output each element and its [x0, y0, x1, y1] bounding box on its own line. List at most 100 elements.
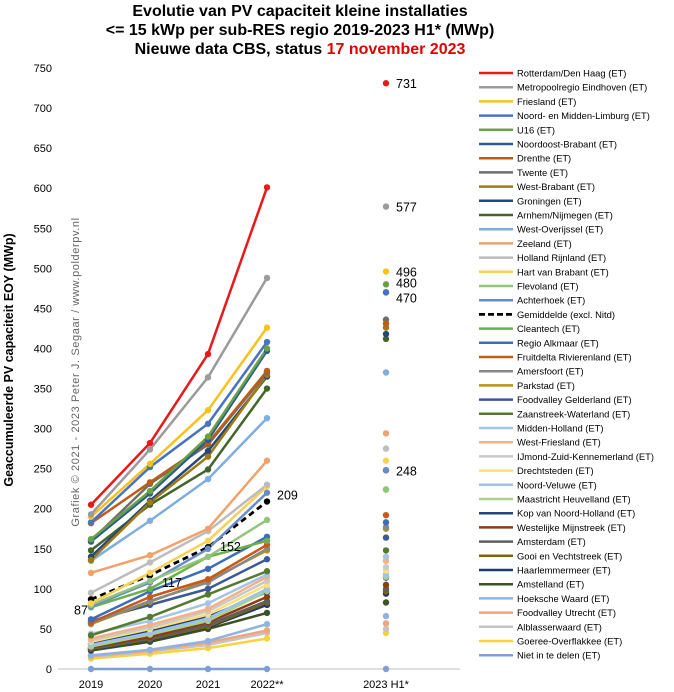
series-line	[90, 350, 269, 543]
y-tick-label: 350	[34, 384, 52, 396]
data-point	[146, 479, 154, 486]
data-point	[87, 535, 95, 543]
data-point	[382, 665, 390, 673]
legend-label: Alblasserwaard (ET)	[517, 621, 602, 632]
data-point	[263, 345, 271, 352]
data-point	[204, 525, 212, 532]
legend-label: Haarlemmermeer (ET)	[517, 565, 611, 576]
legend-label: Amersfoort (ET)	[517, 366, 584, 377]
data-point	[382, 523, 390, 531]
data-point	[382, 289, 390, 296]
data-point	[204, 475, 212, 483]
data-point	[204, 447, 212, 455]
data-point	[263, 620, 271, 628]
legend-label: West-Friesland (ET)	[517, 437, 601, 448]
legend-label: Noord-Veluwe (ET)	[517, 479, 597, 490]
x-tick-label: 2020	[138, 679, 162, 691]
y-tick-label: 300	[34, 424, 52, 436]
legend-label: Kop van Noord-Holland (ET)	[517, 508, 635, 519]
data-point	[204, 553, 212, 561]
point-label: 577	[396, 201, 417, 215]
data-point	[146, 646, 154, 653]
y-tick-label: 200	[34, 504, 52, 516]
data-point	[263, 516, 271, 524]
data-point	[146, 439, 154, 447]
data-point	[263, 274, 271, 282]
series-line	[90, 543, 268, 624]
legend-label: Maastricht Heuvelland (ET)	[517, 494, 631, 505]
data-point	[382, 534, 390, 541]
data-point	[382, 625, 390, 633]
legend-label: Groningen (ET)	[517, 195, 582, 206]
y-tick-label: 0	[46, 664, 52, 676]
data-point	[87, 556, 95, 564]
legend-label: Hart van Brabant (ET)	[517, 266, 609, 277]
data-point	[263, 489, 271, 496]
y-tick-label: 250	[34, 464, 52, 476]
point-label: 152	[220, 540, 241, 554]
series-line	[90, 622, 268, 657]
legend-label: Zaanstreek-Waterland (ET)	[517, 408, 630, 419]
data-point	[87, 616, 95, 623]
data-point	[382, 430, 390, 437]
legend-label: Amstelland (ET)	[517, 579, 584, 590]
series-lines	[90, 186, 269, 671]
data-point	[204, 565, 212, 573]
legend-label: Noord- en Midden-Limburg (ET)	[517, 110, 650, 121]
y-axis-label: Geaccumuleerde PV capaciteit EOY (MWp)	[2, 233, 16, 486]
data-point	[263, 498, 271, 505]
point-label: 496	[396, 266, 417, 280]
legend-label: IJmond-Zuid-Kennemerland (ET)	[517, 451, 654, 462]
data-point	[204, 605, 212, 613]
legend-label: Westelijke Mijnstreek (ET)	[517, 522, 626, 533]
legend-label: Fruitdelta Rivierenland (ET)	[517, 352, 632, 363]
y-tick-label: 650	[34, 143, 52, 155]
series-line	[90, 547, 268, 625]
series-line	[90, 583, 268, 643]
data-point	[382, 553, 390, 561]
data-point	[204, 600, 212, 607]
legend-label: West-Brabant (ET)	[517, 181, 595, 192]
legend-label: Foodvalley Gelderland (ET)	[517, 394, 632, 405]
legend-label: Parkstad (ET)	[517, 380, 575, 391]
x-tick-label: 2021	[196, 679, 220, 691]
point-label: 209	[277, 489, 298, 503]
data-point	[204, 466, 212, 473]
data-point	[87, 600, 95, 607]
data-point	[382, 457, 390, 464]
data-point	[263, 385, 271, 392]
legend-label: Midden-Holland (ET)	[517, 423, 604, 434]
data-point	[263, 593, 271, 601]
data-point	[382, 547, 390, 554]
data-point	[204, 637, 212, 645]
series-line	[90, 374, 269, 561]
data-point	[87, 665, 95, 673]
x-tick-label: 2019	[79, 679, 103, 691]
legend-label: Metropoolregio Eindhoven (ET)	[517, 82, 647, 93]
title-line-2: <= 15 kWp per sub-RES regio 2019-2023 H1…	[105, 22, 495, 39]
y-tick-label: 100	[34, 584, 52, 596]
data-point	[263, 184, 271, 191]
data-point	[204, 585, 212, 593]
series-line	[90, 491, 268, 608]
data-point	[146, 577, 154, 585]
legend-label: Gooi en Vechtstreek (ET)	[517, 550, 622, 561]
series-line	[90, 570, 268, 637]
legend-label: Flevoland (ET)	[517, 281, 578, 292]
title-line-1: Evolutie van PV capaciteit kleine instal…	[132, 3, 468, 20]
y-tick-label: 700	[34, 103, 52, 115]
legend-label: Noordoost-Brabant (ET)	[517, 139, 617, 150]
y-tick-label: 750	[34, 63, 52, 75]
data-point	[87, 632, 95, 639]
legend-label: Drechtsteden (ET)	[517, 465, 594, 476]
data-point	[204, 537, 212, 544]
data-point	[382, 620, 390, 627]
x-tick-label: 2023 H1*	[363, 679, 410, 691]
series-line	[90, 417, 268, 562]
legend-label: Regio Alkmaar (ET)	[517, 337, 599, 348]
data-point	[263, 324, 271, 331]
series-line	[90, 326, 269, 518]
data-point	[146, 559, 154, 566]
data-point	[382, 268, 390, 275]
